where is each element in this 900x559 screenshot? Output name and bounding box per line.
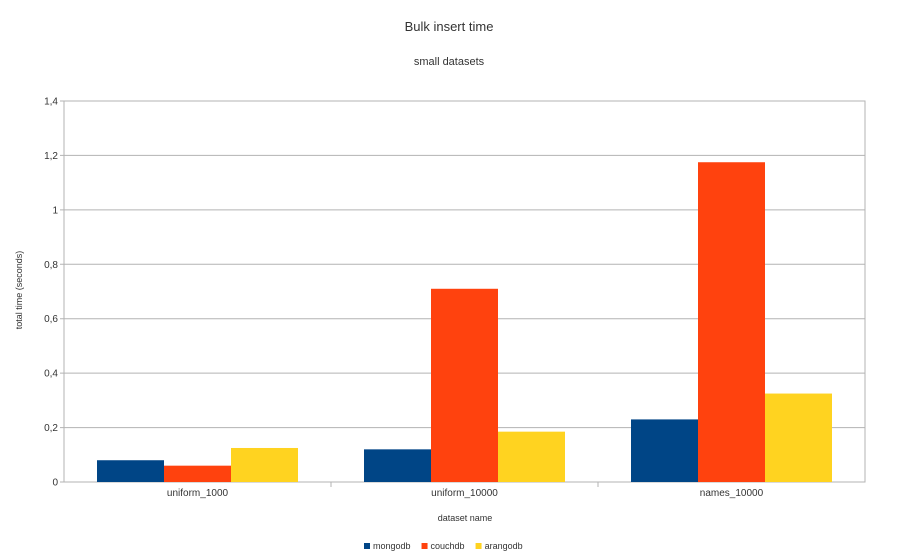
bars (97, 162, 832, 482)
legend-swatch (364, 543, 370, 549)
bar-mongodb-uniform_1000 (97, 460, 164, 482)
bar-couchdb-uniform_10000 (431, 288, 498, 482)
y-tick-label: 0,8 (44, 260, 58, 271)
legend-label: arangodb (485, 541, 523, 551)
y-tick-label: 1,4 (44, 97, 58, 108)
x-axis-label: dataset name (438, 513, 493, 523)
bar-mongodb-names_10000 (631, 419, 698, 482)
bar-arangodb-uniform_1000 (231, 447, 298, 482)
axes: 0 0,2 0,4 0,6 0,8 1 1,2 1,4 uniform_1000 uniform_… (44, 97, 764, 500)
x-tick-label: uniform_1000 (167, 488, 229, 499)
legend: mongodb couchdb arangodb (364, 541, 523, 551)
y-tick-label: 1 (52, 205, 58, 216)
legend-item-mongodb: mongodb (364, 541, 411, 551)
legend-item-arangodb: arangodb (475, 541, 523, 551)
legend-item-couchdb: couchdb (421, 541, 465, 551)
y-tick-label: 0,4 (44, 369, 58, 380)
chart-title: Bulk insert time (405, 19, 494, 34)
y-axis-label: total time (seconds) (14, 251, 24, 330)
bar-arangodb-names_10000 (765, 393, 832, 482)
y-tick-label: 0,2 (44, 423, 58, 434)
legend-label: couchdb (431, 541, 465, 551)
bar-couchdb-uniform_1000 (164, 465, 231, 482)
y-tick-label: 0 (52, 478, 58, 489)
bar-mongodb-uniform_10000 (364, 449, 431, 482)
y-tick-label: 1,2 (44, 151, 58, 162)
bar-couchdb-names_10000 (698, 162, 765, 482)
chart-subtitle: small datasets (414, 56, 485, 68)
legend-swatch (475, 543, 482, 549)
x-tick-label: names_10000 (700, 488, 764, 499)
gridlines (60, 100, 866, 483)
bar-arangodb-uniform_10000 (498, 431, 565, 482)
y-tick-label: 0,6 (44, 314, 58, 325)
legend-swatch (421, 543, 428, 549)
x-tick-label: uniform_10000 (431, 488, 498, 499)
legend-label: mongodb (373, 541, 411, 551)
